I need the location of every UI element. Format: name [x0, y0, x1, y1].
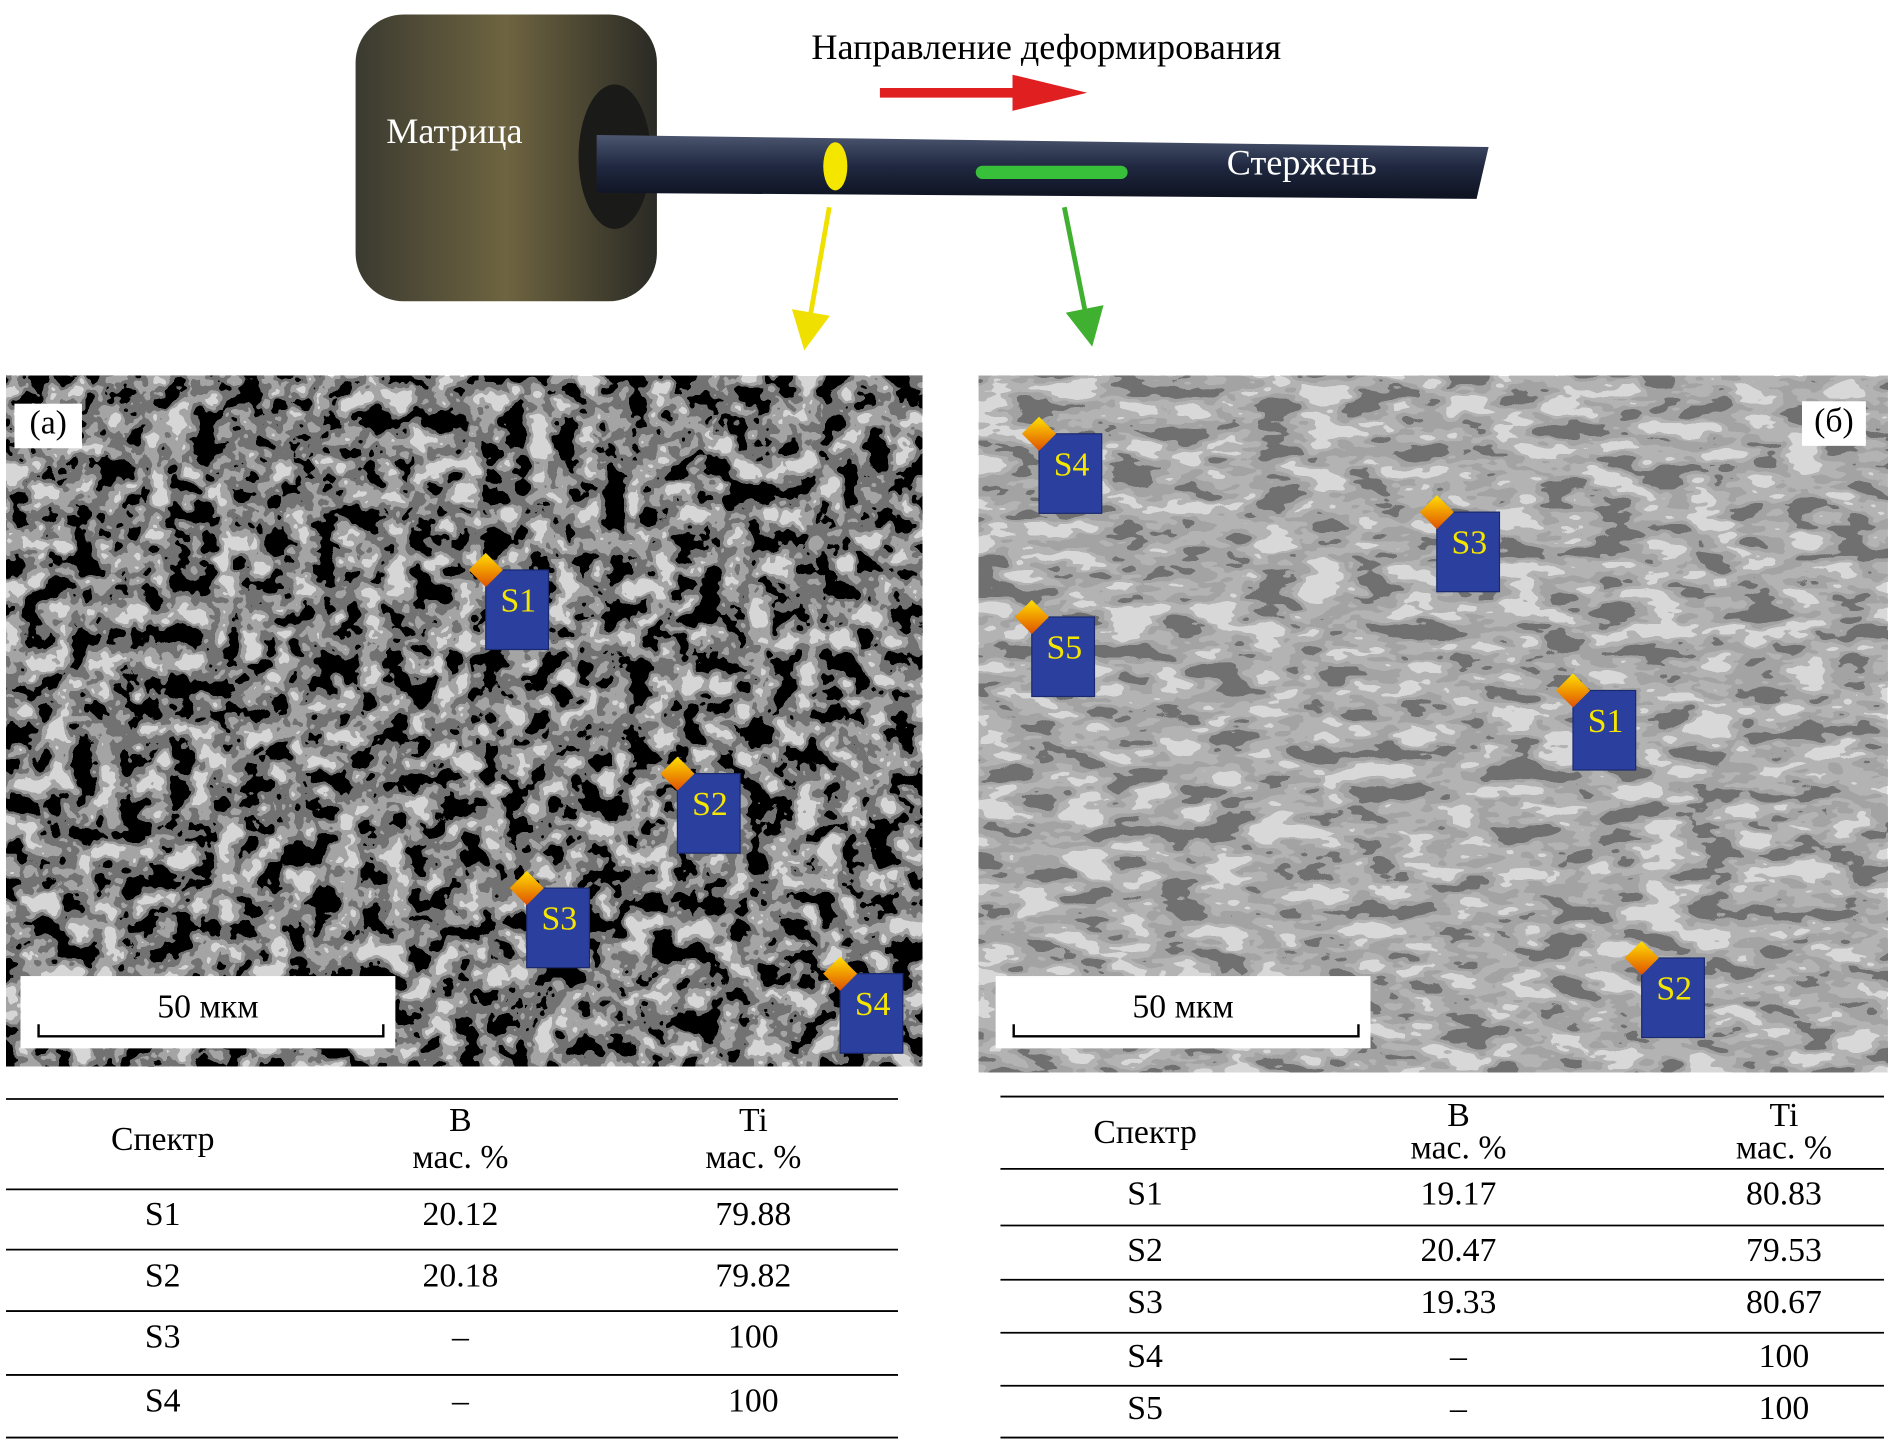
- table-cell: S1: [1127, 1175, 1163, 1212]
- spectrum-box: [526, 887, 591, 969]
- table-cell: 100: [1759, 1338, 1810, 1375]
- spectrum-point: [1021, 416, 1057, 451]
- column-unit: мас. %: [705, 1139, 801, 1176]
- spectrum-box: [1641, 957, 1705, 1039]
- table-cell: S5: [1127, 1390, 1163, 1427]
- column-unit: мас. %: [1410, 1130, 1506, 1167]
- scale-label: 50 мкм: [157, 989, 258, 1026]
- panel-label-box: [14, 403, 82, 449]
- spectrum-point: [468, 552, 503, 588]
- spectrum-label: S4: [855, 986, 891, 1023]
- spectrum-label: S1: [500, 582, 536, 619]
- table-cell: S3: [145, 1319, 181, 1356]
- spectrum-box: [1436, 511, 1501, 593]
- table-cell: S1: [145, 1196, 181, 1233]
- spectrum-box: [839, 973, 904, 1054]
- spectrum-label: S2: [1656, 970, 1692, 1007]
- table-cell: 79.82: [715, 1257, 791, 1294]
- column-unit: мас. %: [412, 1139, 508, 1176]
- column-header: Спектр: [1093, 1114, 1197, 1151]
- matrix-label: Матрица: [386, 111, 522, 151]
- scale-bar: [37, 1024, 385, 1038]
- table-cell: 20.47: [1421, 1232, 1497, 1269]
- table-cell: –: [451, 1383, 470, 1420]
- spectrum-label: S1: [1588, 703, 1624, 740]
- table-cell: S4: [145, 1383, 181, 1420]
- table-cell: 20.18: [422, 1257, 498, 1294]
- spectrum-label: S3: [541, 901, 577, 938]
- table-cell: S2: [145, 1257, 181, 1294]
- table-cell: 100: [728, 1319, 779, 1356]
- sample-photo: Направление деформирования Матрица Стерж…: [355, 14, 1489, 351]
- scale-label: 50 мкм: [1132, 989, 1233, 1026]
- table-cell: 80.67: [1746, 1284, 1822, 1321]
- scale-bar: [1012, 1024, 1360, 1038]
- spectrum-point: [1014, 599, 1049, 635]
- column-header: Ti: [1770, 1097, 1799, 1134]
- spectrum-box: [1031, 616, 1096, 698]
- matrix: [355, 14, 657, 302]
- spectrum-label: S3: [1452, 525, 1488, 562]
- table-cell: 20.12: [422, 1196, 498, 1233]
- table-cell: 79.53: [1746, 1232, 1822, 1269]
- spectrum-label: S4: [1054, 446, 1090, 483]
- spectrum-label: S5: [1047, 629, 1083, 666]
- spectrum-box: [1572, 689, 1637, 771]
- table-cell: 19.17: [1421, 1175, 1497, 1212]
- arrow-b: [1061, 206, 1104, 347]
- column-unit: мас. %: [1736, 1130, 1832, 1167]
- yellow-spot: [823, 142, 848, 191]
- direction-label: Направление деформирования: [811, 27, 1281, 67]
- table-cell: S2: [1127, 1232, 1163, 1269]
- panel-label: (б): [1814, 402, 1854, 439]
- table-cell: 100: [1759, 1390, 1810, 1427]
- column-header: B: [449, 1102, 472, 1139]
- spectrum-box: [676, 773, 741, 854]
- column-header: Ti: [739, 1102, 768, 1139]
- table-cell: –: [1449, 1338, 1468, 1375]
- table-cell: S4: [1127, 1338, 1163, 1375]
- arrow-a: [791, 206, 832, 351]
- table-cell: 19.33: [1421, 1284, 1497, 1321]
- spectrum-point: [1419, 495, 1454, 530]
- panel-label: (а): [29, 405, 66, 442]
- table-cell: 80.83: [1746, 1175, 1822, 1212]
- table-cell: –: [451, 1319, 470, 1356]
- column-header: B: [1447, 1097, 1470, 1134]
- table-cell: –: [1449, 1390, 1468, 1427]
- column-header: Спектр: [111, 1121, 215, 1158]
- table-cell: S3: [1127, 1284, 1163, 1321]
- table-cell: 100: [728, 1383, 779, 1420]
- table-cell: 79.88: [715, 1196, 791, 1233]
- panel-label-box: [1802, 401, 1866, 446]
- micrograph-a: [6, 375, 923, 1067]
- direction-arrowhead: [1012, 74, 1088, 111]
- rod-label: Стержень: [1227, 143, 1377, 183]
- spectrum-box: [1038, 433, 1103, 514]
- spectrum-box: [485, 569, 550, 651]
- spectrum-label: S2: [692, 786, 728, 823]
- micrograph-b: [978, 375, 1888, 1073]
